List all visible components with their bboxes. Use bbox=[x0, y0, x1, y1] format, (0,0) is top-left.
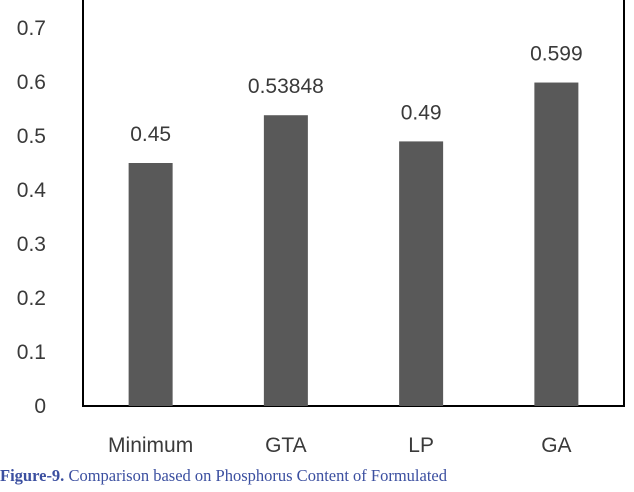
y-tick-label: 0.5 bbox=[17, 125, 46, 148]
bars bbox=[128, 82, 579, 407]
y-tick-label: 0.6 bbox=[17, 71, 46, 94]
bar-ga bbox=[534, 82, 579, 406]
y-tick-label: 0.3 bbox=[17, 233, 46, 256]
y-tick-label: 0.4 bbox=[17, 179, 47, 202]
x-tick-label: LP bbox=[408, 434, 434, 457]
x-tick-label: Minimum bbox=[108, 434, 193, 457]
data-label: 0.45 bbox=[130, 123, 171, 146]
y-axis-ticks: 0 0.1 0.2 0.3 0.4 0.5 0.6 0.7 bbox=[17, 17, 47, 418]
figure-caption-text: Comparison based on Phosphorus Content o… bbox=[64, 466, 447, 485]
x-tick-label: GTA bbox=[265, 434, 307, 457]
bar-minimum bbox=[128, 163, 173, 406]
plot-area-frame bbox=[82, 0, 625, 407]
y-tick-label: 0.1 bbox=[17, 341, 46, 364]
data-label: 0.53848 bbox=[248, 75, 324, 98]
plot-frame bbox=[82, 0, 625, 407]
bar-lp bbox=[399, 141, 444, 406]
data-label: 0.49 bbox=[401, 101, 442, 124]
figure-caption: Figure-9. Comparison based on Phosphorus… bbox=[0, 466, 634, 486]
y-tick-label: 0.2 bbox=[17, 287, 46, 310]
bar-gta bbox=[263, 115, 308, 407]
data-labels: 0.45 0.53848 0.49 0.599 bbox=[130, 43, 582, 146]
figure-caption-label: Figure-9. bbox=[0, 466, 65, 485]
y-tick-label: 0 bbox=[34, 395, 46, 418]
y-tick-label: 0.7 bbox=[17, 17, 46, 40]
bar-chart: 00.10.20.30.40.50.60.7 0.450.538480.490.… bbox=[17, 0, 625, 457]
data-label: 0.599 bbox=[530, 43, 583, 66]
x-axis-ticks: Minimum GTA LP GA bbox=[108, 434, 572, 457]
x-tick-label: GA bbox=[541, 434, 571, 457]
